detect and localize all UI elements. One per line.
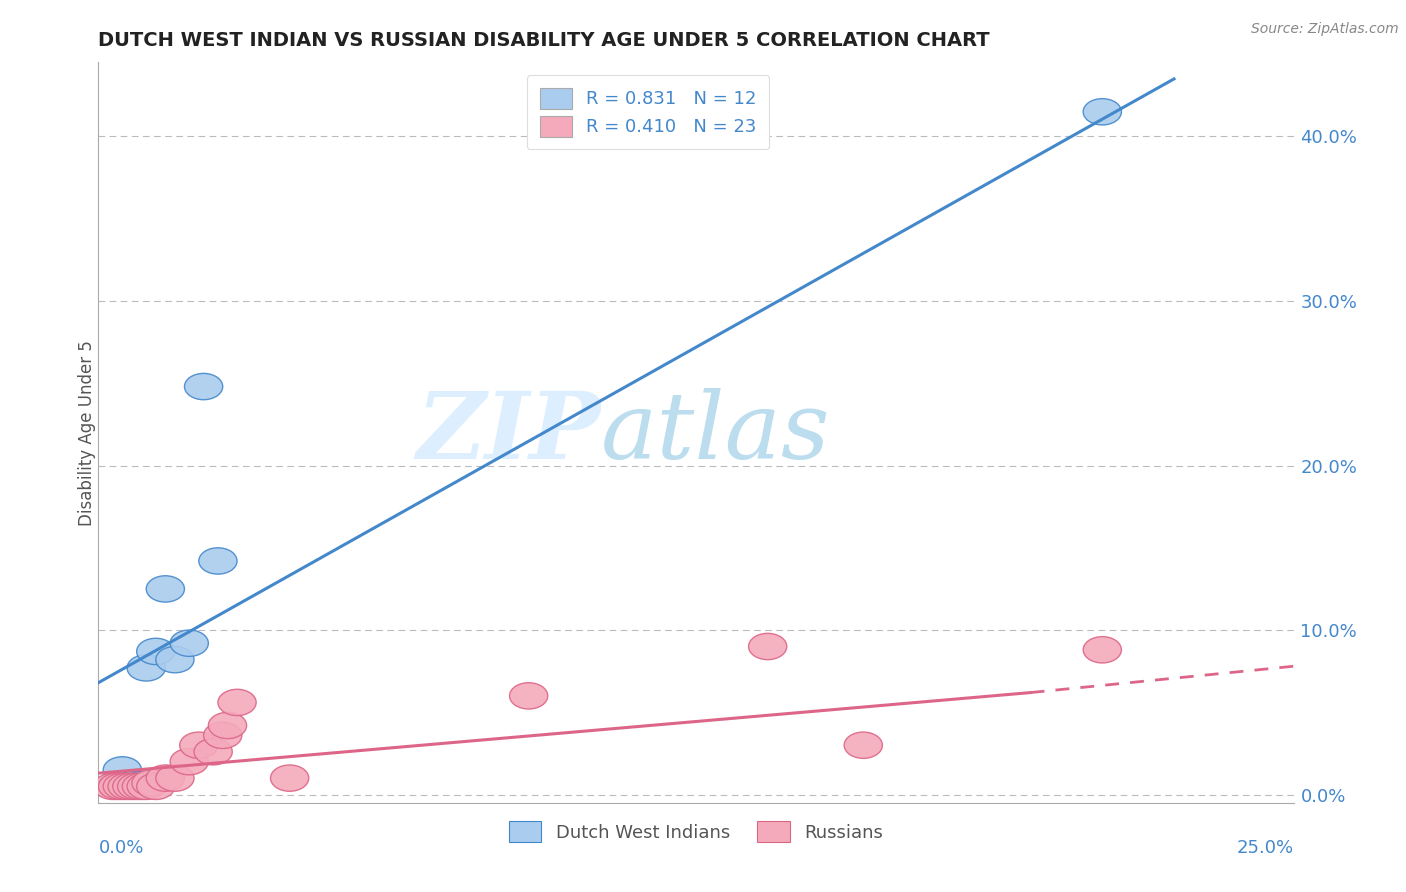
Ellipse shape	[136, 639, 174, 665]
Ellipse shape	[112, 773, 150, 799]
Legend: Dutch West Indians, Russians: Dutch West Indians, Russians	[502, 814, 890, 849]
Ellipse shape	[170, 748, 208, 775]
Ellipse shape	[270, 765, 309, 791]
Ellipse shape	[509, 682, 548, 709]
Ellipse shape	[136, 773, 174, 799]
Ellipse shape	[103, 756, 142, 783]
Ellipse shape	[1083, 637, 1122, 663]
Ellipse shape	[98, 773, 136, 799]
Ellipse shape	[844, 732, 883, 758]
Ellipse shape	[103, 773, 142, 799]
Ellipse shape	[204, 723, 242, 748]
Text: DUTCH WEST INDIAN VS RUSSIAN DISABILITY AGE UNDER 5 CORRELATION CHART: DUTCH WEST INDIAN VS RUSSIAN DISABILITY …	[98, 31, 990, 50]
Ellipse shape	[180, 732, 218, 758]
Ellipse shape	[122, 772, 160, 797]
Ellipse shape	[218, 690, 256, 715]
Ellipse shape	[122, 773, 160, 799]
Y-axis label: Disability Age Under 5: Disability Age Under 5	[79, 340, 96, 525]
Ellipse shape	[1083, 99, 1122, 125]
Ellipse shape	[127, 773, 166, 799]
Text: atlas: atlas	[600, 388, 830, 477]
Ellipse shape	[198, 548, 238, 574]
Text: 0.0%: 0.0%	[98, 839, 143, 857]
Ellipse shape	[108, 773, 146, 799]
Ellipse shape	[170, 630, 208, 657]
Ellipse shape	[94, 773, 132, 799]
Text: Source: ZipAtlas.com: Source: ZipAtlas.com	[1251, 22, 1399, 37]
Text: 25.0%: 25.0%	[1236, 839, 1294, 857]
Ellipse shape	[748, 633, 787, 660]
Ellipse shape	[118, 773, 156, 799]
Ellipse shape	[156, 765, 194, 791]
Ellipse shape	[127, 655, 166, 681]
Ellipse shape	[146, 575, 184, 602]
Ellipse shape	[132, 770, 170, 797]
Ellipse shape	[146, 765, 184, 791]
Ellipse shape	[208, 713, 246, 739]
Ellipse shape	[112, 772, 150, 797]
Ellipse shape	[184, 374, 222, 400]
Text: ZIP: ZIP	[416, 388, 600, 477]
Ellipse shape	[194, 739, 232, 765]
Ellipse shape	[156, 647, 194, 673]
Ellipse shape	[98, 772, 136, 797]
